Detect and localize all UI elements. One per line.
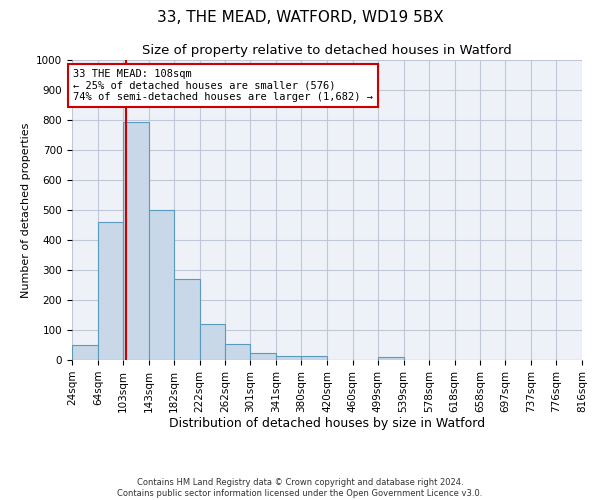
Bar bbox=[250, 352, 276, 360]
Bar bbox=[276, 356, 301, 360]
Bar bbox=[199, 324, 225, 360]
X-axis label: Distribution of detached houses by size in Watford: Distribution of detached houses by size … bbox=[169, 418, 485, 430]
Text: 33 THE MEAD: 108sqm
← 25% of detached houses are smaller (576)
74% of semi-detac: 33 THE MEAD: 108sqm ← 25% of detached ho… bbox=[73, 69, 373, 102]
Bar bbox=[378, 357, 404, 360]
Bar bbox=[123, 122, 149, 360]
Y-axis label: Number of detached properties: Number of detached properties bbox=[20, 122, 31, 298]
Bar bbox=[72, 345, 98, 360]
Title: Size of property relative to detached houses in Watford: Size of property relative to detached ho… bbox=[142, 44, 512, 58]
Text: 33, THE MEAD, WATFORD, WD19 5BX: 33, THE MEAD, WATFORD, WD19 5BX bbox=[157, 10, 443, 25]
Bar bbox=[174, 279, 199, 360]
Bar bbox=[225, 344, 250, 360]
Bar bbox=[301, 356, 327, 360]
Bar bbox=[149, 210, 174, 360]
Bar bbox=[98, 222, 123, 360]
Text: Contains HM Land Registry data © Crown copyright and database right 2024.
Contai: Contains HM Land Registry data © Crown c… bbox=[118, 478, 482, 498]
